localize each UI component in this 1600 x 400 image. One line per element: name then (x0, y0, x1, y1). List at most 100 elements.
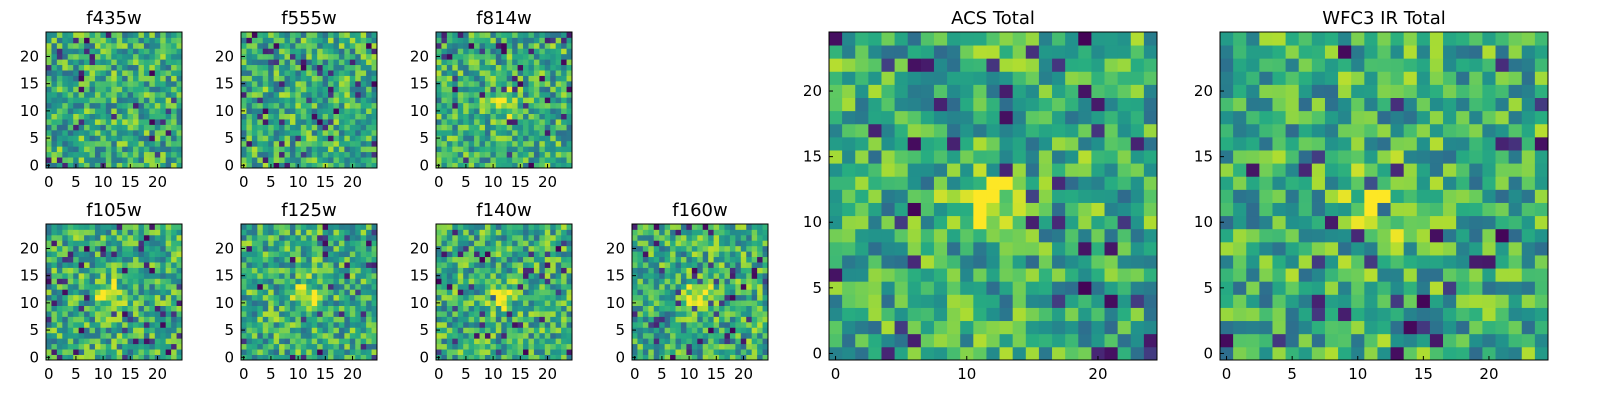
heatmap-cell (116, 70, 123, 76)
heatmap-cell (653, 245, 660, 252)
heatmap-cell (762, 289, 769, 296)
heatmap-cell (933, 294, 948, 308)
heatmap-cell (544, 338, 551, 345)
heatmap-cell (670, 332, 676, 339)
heatmap-cell (463, 97, 470, 104)
heatmap-cell (517, 108, 524, 114)
heatmap-cell (501, 224, 508, 230)
heatmap-cell (360, 283, 367, 290)
heatmap-cell (490, 294, 497, 301)
heatmap-cell (762, 278, 769, 285)
heatmap-cell (105, 80, 112, 87)
heatmap-cell (566, 119, 573, 125)
heatmap-cell (506, 151, 513, 158)
heatmap-cell (457, 240, 464, 247)
heatmap-cell (268, 86, 275, 93)
heatmap-cell (62, 135, 69, 142)
heatmap-cell (566, 91, 573, 98)
heatmap-cell (67, 146, 74, 153)
heatmap-cell (333, 64, 340, 71)
heatmap-cell (642, 229, 649, 236)
heatmap-cell (479, 59, 486, 66)
heatmap-cell (127, 119, 134, 125)
heatmap-cell (143, 59, 150, 66)
heatmap-cell (143, 140, 150, 147)
heatmap-cell (322, 113, 329, 120)
heatmap-cell (648, 245, 655, 252)
heatmap-cell (355, 343, 362, 350)
heatmap-cell (306, 146, 313, 153)
heatmap-cell (268, 37, 275, 44)
heatmap-cell (176, 272, 183, 279)
heatmap-cell (539, 262, 546, 268)
heatmap-cell (479, 300, 486, 306)
heatmap-cell (495, 305, 502, 312)
heatmap-cell (273, 305, 280, 312)
heatmap-cell (501, 316, 508, 323)
heatmap-cell (105, 256, 112, 263)
heatmap-cell (51, 316, 58, 323)
heatmap-cell (84, 70, 90, 76)
heatmap-cell (311, 278, 318, 285)
heatmap-cell (355, 32, 362, 38)
heatmap-cell (517, 75, 524, 82)
heatmap-cell (757, 278, 763, 285)
heatmap-cell (517, 278, 524, 285)
heatmap-cell (138, 75, 145, 82)
heatmap-cell (67, 332, 74, 339)
heatmap-cell (116, 321, 123, 328)
heatmap-cell (1012, 215, 1027, 230)
heatmap-cell (713, 338, 720, 345)
heatmap-cell (463, 37, 470, 44)
heatmap-cell (154, 140, 161, 147)
heatmap-cell (366, 129, 372, 136)
heatmap-cell (691, 349, 698, 355)
heatmap-cell (680, 289, 687, 296)
heatmap-cell (1052, 228, 1066, 243)
heatmap-cell (506, 53, 513, 60)
heatmap-cell (289, 64, 296, 71)
heatmap-cell (317, 300, 323, 306)
heatmap-cell (436, 338, 442, 345)
heatmap-cell (349, 119, 356, 125)
heatmap-cell (84, 262, 90, 268)
heatmap-cell (523, 37, 529, 44)
heatmap-cell (441, 283, 448, 290)
heatmap-cell (333, 42, 340, 49)
heatmap-cell (539, 64, 546, 71)
heatmap-cell (317, 256, 323, 263)
heatmap-cell (89, 146, 96, 153)
heatmap-cell (539, 311, 546, 317)
heatmap-cell (349, 267, 356, 274)
heatmap-cell (561, 305, 567, 312)
heatmap-cell (1052, 333, 1066, 348)
heatmap-cell (89, 229, 96, 236)
heatmap-cell (46, 75, 52, 82)
heatmap-cell (751, 289, 758, 296)
heatmap-cell (517, 53, 524, 60)
heatmap-cell (133, 354, 139, 361)
heatmap-cell (149, 53, 156, 60)
heatmap-cell (512, 240, 518, 247)
heatmap-cell (338, 316, 345, 323)
heatmap-cell (675, 234, 682, 241)
heatmap-cell (986, 241, 1000, 256)
heatmap-cell (62, 272, 69, 279)
heatmap-cell (533, 338, 540, 345)
heatmap-cell (842, 215, 856, 230)
heatmap-cell (133, 272, 139, 279)
heatmap-cell (1117, 241, 1132, 256)
heatmap-cell (539, 140, 546, 147)
heatmap-cell (262, 354, 269, 361)
heatmap-cell (111, 272, 118, 279)
heatmap-cell (675, 256, 682, 263)
heatmap-cell (268, 140, 275, 147)
heatmap-cell (729, 311, 736, 317)
heatmap-cell (94, 42, 101, 49)
heatmap-cell (165, 316, 172, 323)
heatmap-cell (1143, 202, 1158, 217)
heatmap-cell (474, 48, 480, 55)
heatmap-cell (561, 234, 567, 241)
heatmap-cell (729, 283, 736, 290)
heatmap-cell (116, 86, 123, 93)
